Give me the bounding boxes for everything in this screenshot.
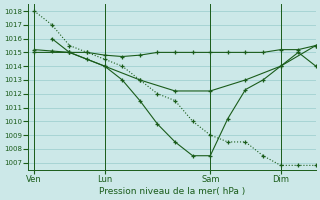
X-axis label: Pression niveau de la mer( hPa ): Pression niveau de la mer( hPa ) [99,187,245,196]
